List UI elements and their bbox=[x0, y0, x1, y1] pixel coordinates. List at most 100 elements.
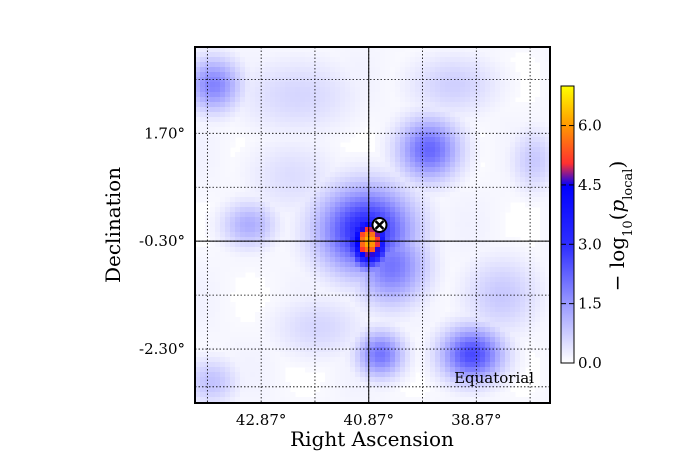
heat-cell bbox=[240, 267, 246, 273]
heat-cell bbox=[210, 397, 216, 403]
heat-cell bbox=[270, 72, 276, 78]
heat-cell bbox=[255, 212, 261, 218]
heat-cell bbox=[275, 232, 281, 238]
heat-cell bbox=[205, 382, 211, 388]
heat-cell bbox=[465, 332, 471, 338]
heat-cell bbox=[380, 102, 386, 108]
heat-cell bbox=[265, 47, 271, 53]
heat-cell bbox=[285, 172, 291, 178]
heat-cell bbox=[455, 127, 461, 133]
heat-cell bbox=[210, 82, 216, 88]
heat-cell bbox=[460, 287, 466, 293]
heat-cell bbox=[235, 67, 241, 73]
heat-cell bbox=[260, 357, 266, 363]
heat-cell bbox=[495, 322, 501, 328]
heat-cell bbox=[390, 122, 396, 128]
heat-cell bbox=[490, 117, 496, 123]
heat-cell bbox=[240, 382, 246, 388]
heat-cell bbox=[275, 272, 281, 278]
heat-cell bbox=[440, 372, 446, 378]
heat-cell bbox=[430, 242, 436, 248]
heat-cell bbox=[510, 337, 516, 343]
heat-cell bbox=[440, 252, 446, 258]
heat-cell bbox=[520, 357, 526, 363]
heat-cell bbox=[295, 172, 301, 178]
heat-cell bbox=[395, 237, 401, 243]
heat-cell bbox=[295, 297, 301, 303]
heat-cell bbox=[440, 117, 446, 123]
heat-cell bbox=[245, 132, 251, 138]
heat-cell bbox=[430, 377, 436, 383]
heat-cell bbox=[520, 282, 526, 288]
heat-cell bbox=[200, 92, 206, 98]
heat-cell bbox=[275, 387, 281, 393]
heat-cell bbox=[515, 157, 521, 163]
heat-cell bbox=[275, 287, 281, 293]
heat-cell bbox=[315, 47, 321, 53]
heat-cell bbox=[490, 322, 496, 328]
heat-cell bbox=[535, 137, 541, 143]
heat-cell bbox=[385, 337, 391, 343]
heat-cell bbox=[380, 197, 386, 203]
heat-cell bbox=[210, 142, 216, 148]
heat-cell bbox=[250, 332, 256, 338]
x-circle-marker bbox=[371, 217, 388, 233]
heat-cell bbox=[210, 147, 216, 153]
heat-cell bbox=[515, 197, 521, 203]
heat-cell bbox=[460, 72, 466, 78]
heat-cell bbox=[370, 167, 376, 173]
heat-cell bbox=[325, 162, 331, 168]
heat-cell bbox=[505, 352, 511, 358]
heat-cell bbox=[510, 97, 516, 103]
heat-cell bbox=[295, 187, 301, 193]
heat-cell bbox=[355, 387, 361, 393]
heat-cell bbox=[390, 187, 396, 193]
heat-cell bbox=[455, 137, 461, 143]
heat-cell bbox=[330, 347, 336, 353]
heat-cell bbox=[245, 122, 251, 128]
heat-cell bbox=[435, 252, 441, 258]
heat-cell bbox=[380, 87, 386, 93]
heat-cell bbox=[365, 262, 371, 268]
heat-cell bbox=[220, 302, 226, 308]
heat-cell bbox=[465, 187, 471, 193]
heat-cell bbox=[385, 182, 391, 188]
heat-cell bbox=[500, 77, 506, 83]
heat-cell bbox=[375, 267, 381, 273]
heat-cell bbox=[410, 187, 416, 193]
heat-cell bbox=[410, 182, 416, 188]
heat-cell bbox=[355, 127, 361, 133]
heat-cell bbox=[545, 262, 550, 268]
heat-cell bbox=[370, 322, 376, 328]
heat-cell bbox=[345, 47, 351, 53]
heat-cell bbox=[195, 247, 201, 253]
heat-cell bbox=[225, 357, 231, 363]
heat-cell bbox=[480, 177, 486, 183]
heat-cell bbox=[415, 57, 421, 63]
heat-cell bbox=[415, 307, 421, 313]
heat-cell bbox=[195, 52, 201, 58]
heat-cell bbox=[445, 222, 451, 228]
heat-cell bbox=[400, 197, 406, 203]
heat-cell bbox=[315, 322, 321, 328]
heat-cell bbox=[535, 112, 541, 118]
heat-cell bbox=[500, 72, 506, 78]
heat-cell bbox=[225, 47, 231, 53]
heat-cell bbox=[340, 92, 346, 98]
heat-cell bbox=[485, 297, 491, 303]
heat-cell bbox=[445, 287, 451, 293]
heat-cell bbox=[485, 357, 491, 363]
heat-cell bbox=[490, 192, 496, 198]
heat-cell bbox=[350, 242, 356, 248]
heat-cell bbox=[305, 337, 311, 343]
heat-cell bbox=[435, 182, 441, 188]
heat-cell bbox=[450, 217, 456, 223]
heat-cell bbox=[495, 267, 501, 273]
heat-cell bbox=[405, 242, 411, 248]
heat-cell bbox=[505, 47, 511, 53]
heat-cell bbox=[520, 342, 526, 348]
heat-cell bbox=[490, 282, 496, 288]
heat-cell bbox=[380, 142, 386, 148]
heat-cell bbox=[415, 77, 421, 83]
heat-cell bbox=[250, 102, 256, 108]
